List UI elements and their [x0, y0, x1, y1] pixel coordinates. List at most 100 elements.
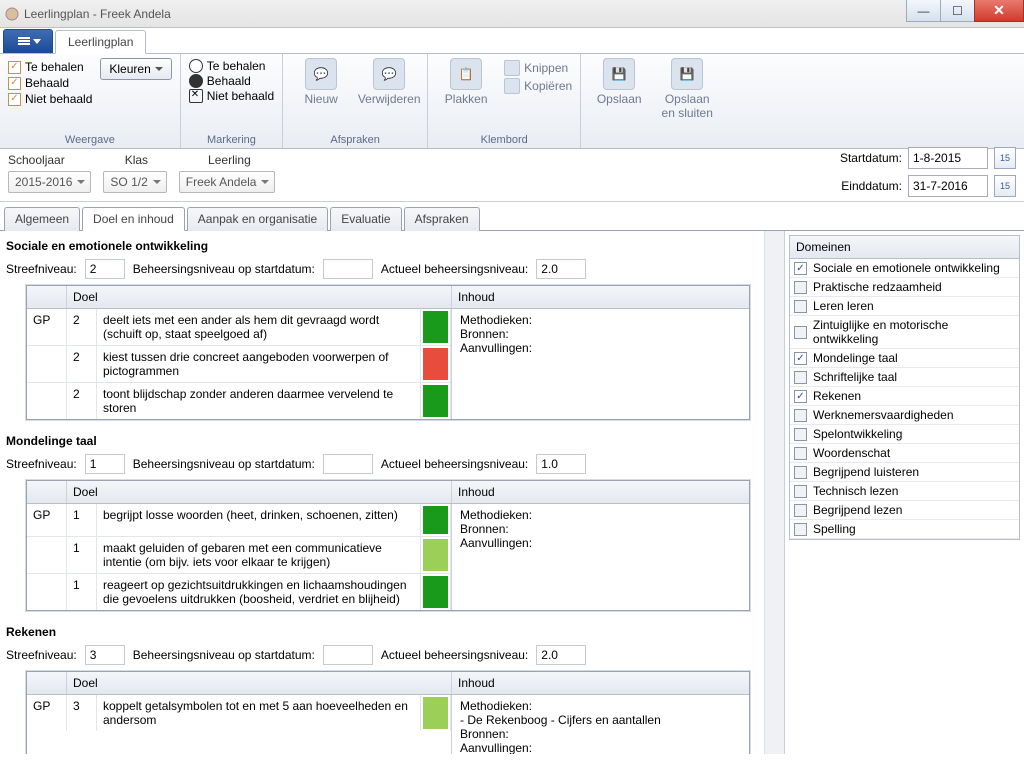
tab-afspraken[interactable]: Afspraken — [404, 207, 480, 231]
domain-checkbox[interactable] — [794, 485, 807, 498]
domain-checkbox[interactable] — [794, 281, 807, 294]
startdatum-label: Startdatum: — [822, 151, 902, 165]
beheer-start-value[interactable] — [323, 454, 373, 474]
cell-color — [421, 504, 451, 536]
close-button[interactable]: ✕ — [974, 0, 1024, 22]
domain-item[interactable]: Spelling — [790, 520, 1019, 539]
domain-item[interactable]: Technisch lezen — [790, 482, 1019, 501]
cell-color — [421, 537, 451, 573]
domain-label: Werknemersvaardigheden — [813, 408, 954, 422]
calendar-icon[interactable]: 15 — [994, 147, 1016, 169]
beheer-start-label: Beheersingsniveau op startdatum: — [133, 648, 315, 662]
col-doel: Doel — [67, 481, 452, 503]
opslaan-sluiten-button[interactable]: 💾Opslaan en sluiten — [657, 58, 717, 120]
tab-doel-en-inhoud[interactable]: Doel en inhoud — [82, 207, 185, 231]
domain-item[interactable]: ✓Sociale en emotionele ontwikkeling — [790, 259, 1019, 278]
calendar-icon[interactable]: 15 — [994, 175, 1016, 197]
cell-gp — [27, 537, 67, 573]
domain-checkbox[interactable] — [794, 371, 807, 384]
cell-desc: toont blijdschap zonder anderen daarmee … — [97, 383, 421, 419]
domain-item[interactable]: Schriftelijke taal — [790, 368, 1019, 387]
leerling-combo[interactable]: Freek Andela — [179, 171, 276, 193]
domain-item[interactable]: ✓Mondelinge taal — [790, 349, 1019, 368]
col-inhoud: Inhoud — [452, 672, 749, 694]
domain-checkbox[interactable]: ✓ — [794, 262, 807, 275]
cell-level: 2 — [67, 383, 97, 419]
section-title: Mondelinge taal — [6, 434, 750, 448]
einddatum-input[interactable] — [908, 175, 988, 197]
domain-checkbox[interactable] — [794, 326, 807, 339]
scrollbar[interactable] — [764, 231, 784, 754]
kleuren-button[interactable]: Kleuren — [100, 58, 171, 80]
domain-checkbox[interactable] — [794, 466, 807, 479]
domain-item[interactable]: Begrijpend lezen — [790, 501, 1019, 520]
streefniveau-value[interactable]: 3 — [85, 645, 125, 665]
domain-item[interactable]: Leren leren — [790, 297, 1019, 316]
domain-label: Spelontwikkeling — [813, 427, 902, 441]
domain-checkbox[interactable] — [794, 504, 807, 517]
minimize-button[interactable]: — — [906, 0, 941, 22]
beheer-start-value[interactable] — [323, 259, 373, 279]
actueel-value[interactable]: 2.0 — [536, 645, 586, 665]
domain-item[interactable]: Begrijpend luisteren — [790, 463, 1019, 482]
domain-item[interactable]: ✓Rekenen — [790, 387, 1019, 406]
domain-item[interactable]: Woordenschat — [790, 444, 1019, 463]
domain-item[interactable]: Zintuiglijke en motorische ontwikkeling — [790, 316, 1019, 349]
domain-item[interactable]: Spelontwikkeling — [790, 425, 1019, 444]
opslaan-button[interactable]: 💾Opslaan — [589, 58, 649, 106]
schooljaar-combo[interactable]: 2015-2016 — [8, 171, 91, 193]
table-row[interactable]: 1maakt geluiden of gebaren met een commu… — [27, 537, 451, 574]
bronnen-label: Bronnen: — [460, 522, 741, 536]
startdatum-input[interactable] — [908, 147, 988, 169]
checkbox-niet-behaald[interactable]: ✓ — [8, 93, 21, 106]
group-label-markering: Markering — [189, 132, 274, 146]
inhoud-cell: Methodieken:Bronnen:Aanvullingen: — [452, 504, 749, 610]
beheer-start-label: Beheersingsniveau op startdatum: — [133, 262, 315, 276]
table-row[interactable]: 2toont blijdschap zonder anderen daarmee… — [27, 383, 451, 419]
streefniveau-value[interactable]: 2 — [85, 259, 125, 279]
domain-checkbox[interactable] — [794, 409, 807, 422]
checkbox-te-behalen[interactable]: ✓ — [8, 61, 21, 74]
verwijderen-button[interactable]: 💬Verwijderen — [359, 58, 419, 106]
tab-aanpak-en-organisatie[interactable]: Aanpak en organisatie — [187, 207, 328, 231]
nieuw-button[interactable]: 💬Nieuw — [291, 58, 351, 106]
domain-checkbox[interactable]: ✓ — [794, 352, 807, 365]
file-menu-button[interactable] — [3, 29, 53, 53]
cell-level: 1 — [67, 574, 97, 610]
domain-item[interactable]: Praktische redzaamheid — [790, 278, 1019, 297]
table-row[interactable]: GP2deelt iets met een ander als hem dit … — [27, 309, 451, 346]
table-row[interactable]: GP3koppelt getalsymbolen tot en met 5 aa… — [27, 695, 451, 731]
goal-table: DoelInhoudGP3koppelt getalsymbolen tot e… — [26, 671, 750, 754]
knippen-button[interactable]: Knippen — [504, 60, 572, 76]
table-row[interactable]: GP1begrijpt losse woorden (heet, drinken… — [27, 504, 451, 537]
actueel-value[interactable]: 1.0 — [536, 454, 586, 474]
table-row[interactable]: 1reageert op gezichtsuitdrukkingen en li… — [27, 574, 451, 610]
domain-checkbox[interactable] — [794, 428, 807, 441]
domain-checkbox[interactable] — [794, 523, 807, 536]
streefniveau-value[interactable]: 1 — [85, 454, 125, 474]
tab-algemeen[interactable]: Algemeen — [4, 207, 80, 231]
plakken-button[interactable]: 📋Plakken — [436, 58, 496, 106]
window-buttons: — ☐ ✕ — [907, 0, 1024, 22]
domain-checkbox[interactable]: ✓ — [794, 390, 807, 403]
tab-evaluatie[interactable]: Evaluatie — [330, 207, 401, 231]
checkbox-behaald[interactable]: ✓ — [8, 77, 21, 90]
inhoud-cell: Methodieken:Bronnen:Aanvullingen: — [452, 309, 749, 419]
domain-checkbox[interactable] — [794, 447, 807, 460]
kopieren-button[interactable]: Kopiëren — [504, 78, 572, 94]
ribbon-tab-leerlingplan[interactable]: Leerlingplan — [55, 30, 146, 54]
einddatum-label: Einddatum: — [822, 179, 902, 193]
table-row[interactable]: 2kiest tussen drie concreet aangeboden v… — [27, 346, 451, 383]
beheer-start-value[interactable] — [323, 645, 373, 665]
klas-combo[interactable]: SO 1/2 — [103, 171, 166, 193]
selector-row: 2015-2016 SO 1/2 Freek Andela Startdatum… — [0, 167, 1024, 202]
actueel-label: Actueel beheersingsniveau: — [381, 648, 528, 662]
actueel-value[interactable]: 2.0 — [536, 259, 586, 279]
domain-checkbox[interactable] — [794, 300, 807, 313]
maximize-button[interactable]: ☐ — [940, 0, 975, 22]
streefniveau-label: Streefniveau: — [6, 262, 77, 276]
goal-table: DoelInhoudGP1begrijpt losse woorden (hee… — [26, 480, 750, 611]
cell-level: 1 — [67, 504, 97, 536]
domain-item[interactable]: Werknemersvaardigheden — [790, 406, 1019, 425]
bronnen-label: Bronnen: — [460, 727, 741, 741]
